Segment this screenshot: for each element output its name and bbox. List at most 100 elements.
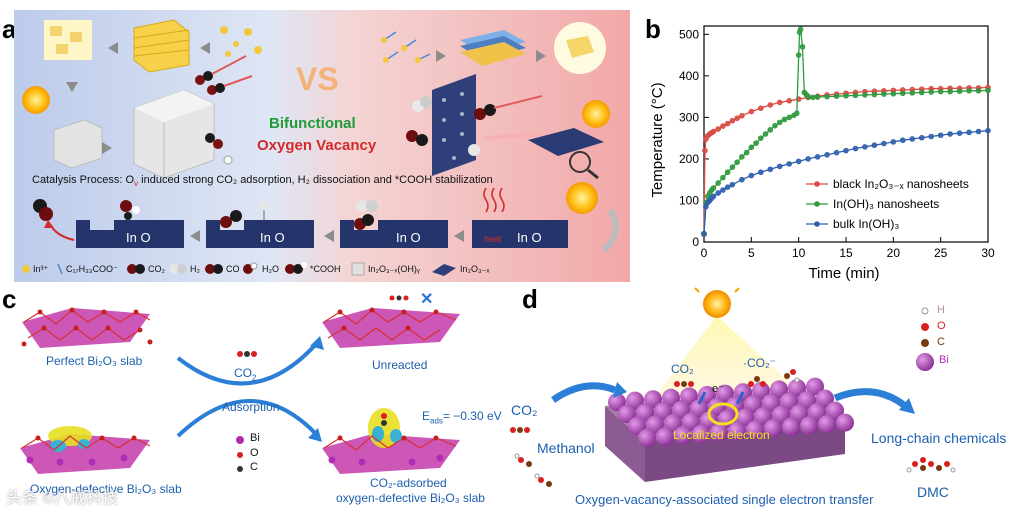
panel-a-legend: In³⁺ C₁₇H₃₃COO⁻ CO₂ H₂ CO H₂O *COOH In₂O…	[22, 262, 489, 276]
slab-3-label: In O	[260, 230, 285, 245]
series-1-point	[772, 122, 778, 129]
bi-sphere	[800, 416, 818, 435]
legend-h2: H₂	[190, 264, 200, 274]
series-2-point	[724, 184, 731, 190]
series-1-point	[739, 154, 745, 160]
series-1-point	[758, 135, 764, 141]
bi-sphere	[664, 414, 682, 433]
bi-sphere	[746, 420, 764, 439]
panel-b-chart: 0 5 10 15 20 25 30 0 100 200 300 400 500 black In₂O₃…	[646, 20, 1006, 282]
series-2-point	[748, 172, 755, 179]
bi-sphere	[682, 412, 700, 431]
bi-sphere	[618, 405, 636, 423]
catalysis-prefix: Catalysis Process: O	[32, 174, 135, 186]
series-2-point	[701, 230, 707, 237]
heat-label: heat	[484, 234, 502, 244]
series-1-point	[899, 90, 906, 97]
series-1-point	[724, 169, 731, 176]
series-0-point	[710, 128, 717, 135]
series-0-point	[734, 115, 740, 122]
bi-sphere	[700, 411, 718, 430]
series-1-point	[909, 90, 916, 96]
series-2-point	[937, 132, 944, 139]
series-2-point	[871, 142, 878, 149]
co2-sub: 2	[252, 373, 257, 383]
series-1-point	[833, 93, 840, 99]
defective-slab-icon	[20, 426, 151, 474]
catalysis-rest: induced strong CO₂ adsorption, H₂ dissoc…	[138, 174, 493, 186]
series-1-point	[918, 89, 925, 96]
localized-electron-label: Localized electron	[673, 428, 770, 442]
series-2-point	[795, 158, 802, 165]
bi-sphere	[644, 390, 662, 409]
series-1-point	[814, 94, 821, 100]
bi-sphere	[692, 424, 710, 443]
series-2-point	[956, 130, 963, 136]
eads-value: = −0.30 eV	[442, 409, 502, 423]
legend-h2o: H₂O	[262, 264, 279, 274]
dmc-label: DMC	[917, 484, 949, 500]
legend-in2o3-oh: In₂O₃₋ₓ(OH)ᵧ	[368, 264, 420, 274]
series-2-point	[729, 181, 736, 188]
series-1-point	[871, 91, 878, 98]
bi-sphere	[790, 404, 808, 423]
legend-co2: CO₂	[148, 264, 166, 274]
series-1-point	[966, 88, 972, 94]
series-2-point	[710, 193, 717, 200]
bi-sphere	[626, 391, 644, 410]
series-2-point	[966, 129, 972, 136]
y-tick-label: 500	[679, 27, 699, 41]
series-1-point	[781, 116, 788, 123]
bi-sphere	[770, 380, 788, 399]
series-1-point	[748, 144, 755, 151]
bi-sphere	[728, 422, 746, 440]
series-1-point	[947, 88, 953, 95]
bi-sphere	[806, 377, 824, 396]
series-2-point	[720, 187, 726, 193]
series-1-point	[843, 92, 849, 99]
bi-sphere	[716, 384, 734, 403]
co2-radical-label: ·CO₂⁻	[743, 356, 776, 370]
bi-sphere	[780, 392, 798, 411]
bi-sphere	[656, 427, 674, 446]
long-chain-label: Long-chain chemicals	[871, 430, 1007, 446]
series-2-point	[843, 147, 849, 154]
legend-o: O	[250, 447, 259, 459]
bi-sphere	[762, 393, 780, 412]
y-tick-label: 100	[679, 193, 699, 207]
y-axis-label: Temperature (°C)	[649, 82, 666, 197]
series-2-point	[881, 140, 887, 147]
bi-sphere	[672, 400, 690, 419]
bi-sphere	[736, 408, 754, 427]
series-2-point	[776, 163, 783, 170]
bi-sphere	[654, 402, 672, 421]
legend-o: O	[937, 320, 946, 332]
bi-sphere	[772, 405, 790, 424]
legend-in2o3: In₂O₃₋ₓ	[460, 264, 489, 274]
series-2-point	[805, 156, 811, 162]
panel-d-illustration	[510, 284, 956, 487]
bi-sphere	[764, 419, 782, 438]
series-1-point	[793, 110, 800, 117]
perfect-slab-icon	[21, 307, 153, 348]
cross-icon: ✕	[420, 291, 433, 308]
x-tick-label: 20	[887, 246, 901, 260]
series-1-point	[928, 89, 935, 95]
series-1-point	[862, 92, 868, 98]
co2-label: CO2	[234, 366, 256, 382]
bi-sphere	[816, 389, 834, 408]
bi-sphere	[752, 381, 770, 400]
vs-text: VS	[296, 61, 339, 97]
eads-label: Eads= −0.30 eV	[422, 409, 502, 425]
series-1-point	[762, 131, 769, 137]
series-0-point	[702, 147, 708, 154]
legend-marker-1	[814, 201, 820, 207]
co2-left-label: CO₂	[511, 402, 538, 418]
series-0-point	[767, 102, 774, 108]
series-1-point	[937, 88, 944, 95]
x-axis-label: Time (min)	[808, 265, 879, 282]
series-1-point	[734, 159, 740, 166]
series-2-point	[786, 161, 792, 167]
series-2-point	[899, 137, 906, 144]
